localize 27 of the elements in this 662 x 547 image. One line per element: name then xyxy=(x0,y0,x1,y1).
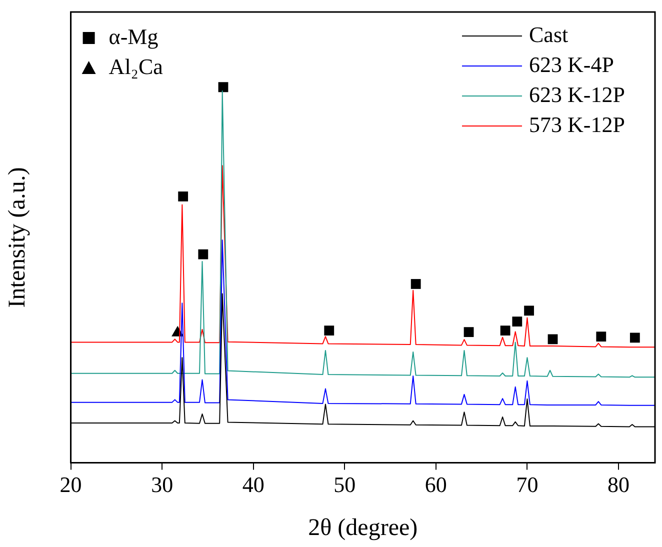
point xyxy=(512,316,522,326)
point xyxy=(410,279,421,289)
x-tick-label: 20 xyxy=(60,472,82,497)
point xyxy=(630,332,640,343)
x-tick-label: 80 xyxy=(607,472,630,497)
point xyxy=(524,306,534,316)
legend-label: α-Mg xyxy=(108,24,158,49)
legend-label: Cast xyxy=(529,22,568,47)
point xyxy=(324,326,334,336)
x-tick-label: 60 xyxy=(424,472,447,497)
x-tick-label: 50 xyxy=(334,472,356,497)
point xyxy=(500,326,510,336)
point xyxy=(548,334,558,344)
point xyxy=(596,332,606,342)
point xyxy=(218,82,228,92)
point xyxy=(198,249,208,260)
point xyxy=(464,327,474,338)
x-tick-label: 40 xyxy=(242,472,264,497)
x-tick-label: 30 xyxy=(151,472,174,497)
y-axis-title: Intensity (a.u.) xyxy=(4,167,31,308)
legend-label: 623 K-4P xyxy=(529,52,614,77)
legend-label: Al₂Ca xyxy=(108,54,164,79)
legend-label: 573 K-12P xyxy=(529,112,625,137)
legend-label: 623 K-12P xyxy=(529,82,625,107)
x-axis-title: 2θ (degree) xyxy=(308,514,418,541)
x-tick-label: 70 xyxy=(516,472,538,497)
point xyxy=(178,192,188,202)
